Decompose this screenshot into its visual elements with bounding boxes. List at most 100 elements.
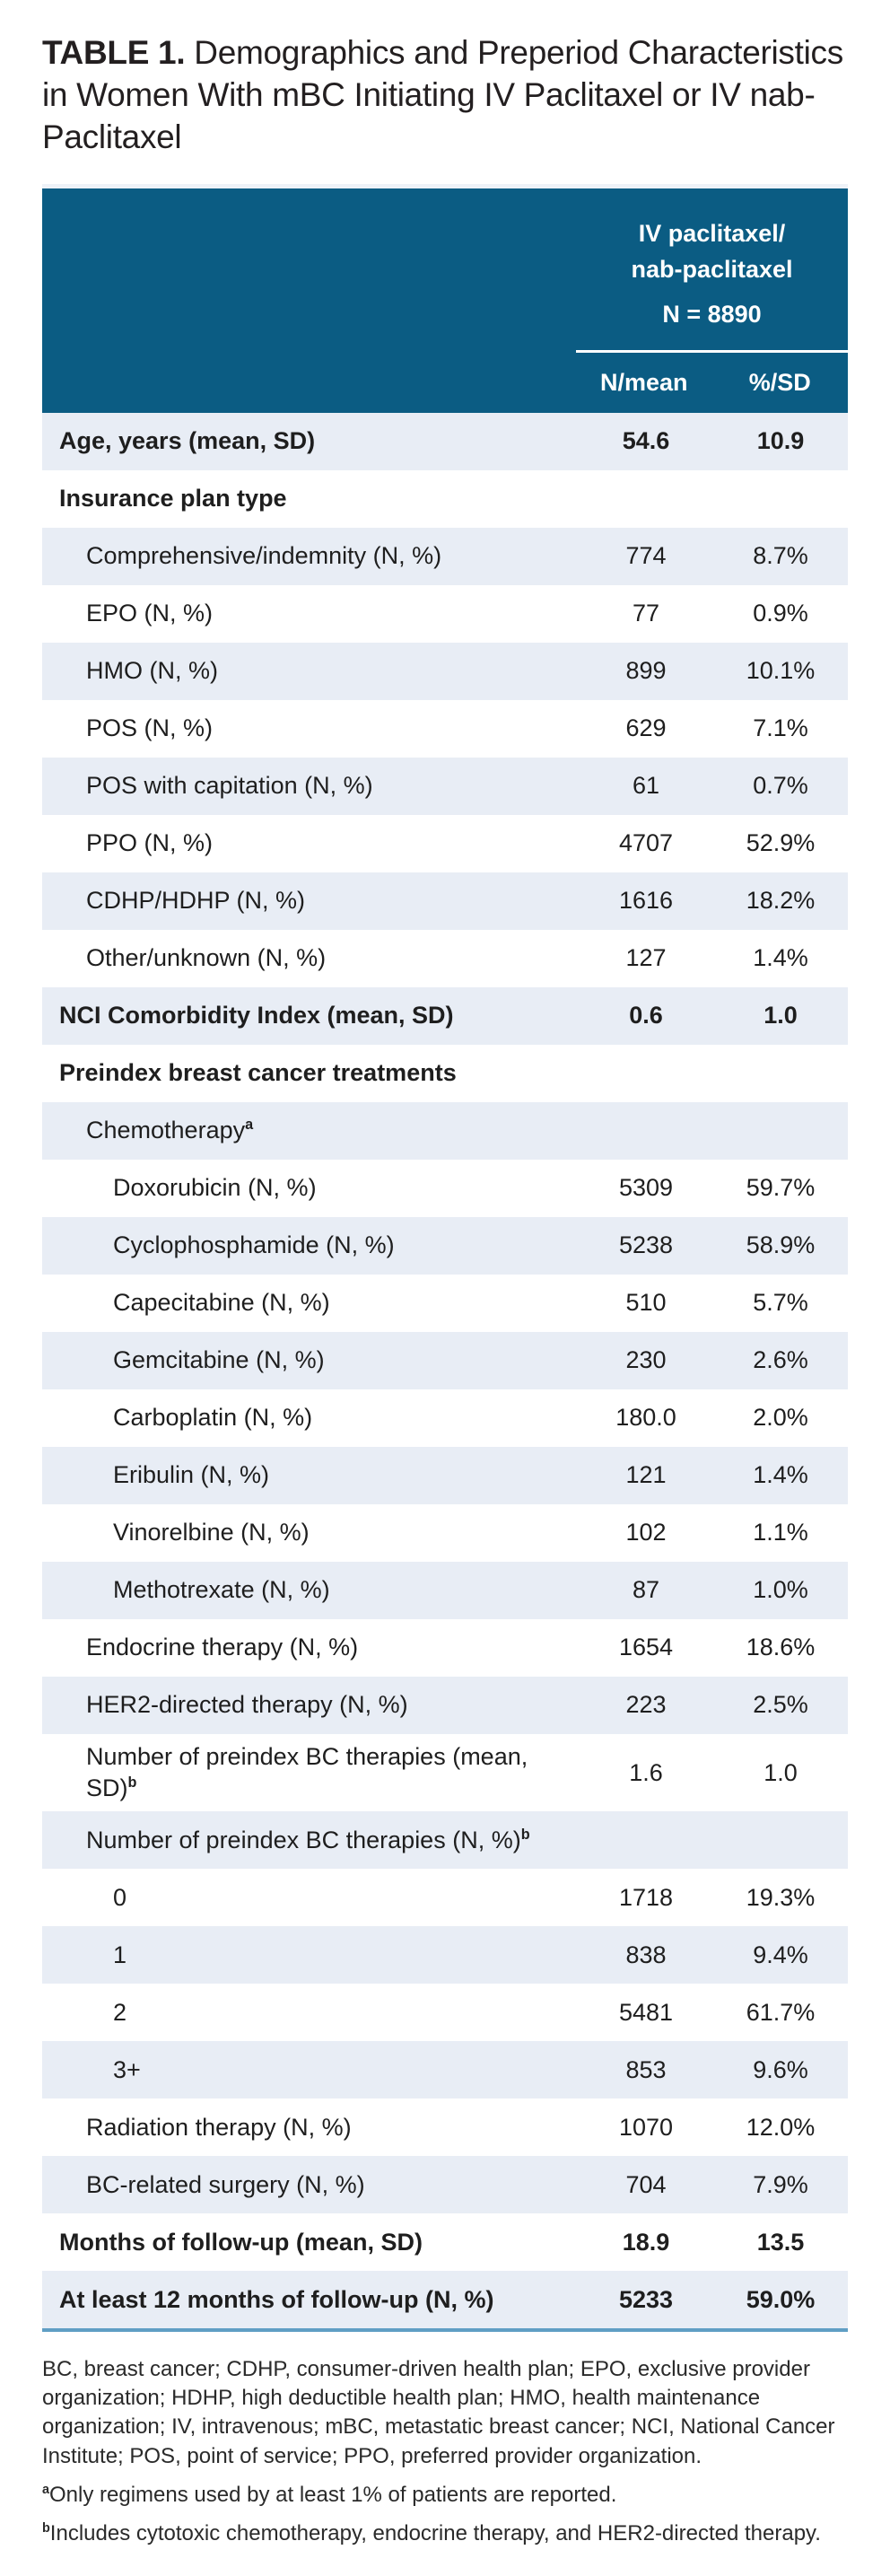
row-label: Cyclophosphamide (N, %) [113,1231,395,1259]
row-value-pctsd: 13.5 [756,2228,805,2256]
row-label: Gemcitabine (N, %) [113,1346,325,1374]
row-value-pctsd: 1.4% [753,944,808,972]
table-header: IV paclitaxel/ nab-paclitaxel N = 8890 N… [42,183,848,413]
row-label: CDHP/HDHP (N, %) [86,887,306,915]
row-value-pctsd: 52.9% [746,829,816,857]
row-value-nmean: 5233 [618,2285,674,2313]
table-title-text: Demographics and Preperiod Characteristi… [42,34,843,155]
table-row: Doxorubicin (N, %) 5309 59.7% [42,1159,848,1217]
row-label: Months of follow-up (mean, SD) [59,2228,423,2256]
table-row: 0 1718 19.3% [42,1869,848,1927]
table-row: 1 838 9.4% [42,1926,848,1985]
table-row: BC-related surgery (N, %) 704 7.9% [42,2156,848,2214]
row-value-pctsd: 59.0% [746,2285,816,2313]
row-label: Carboplatin (N, %) [113,1404,313,1432]
row-label: At least 12 months of follow-up (N, %) [59,2285,494,2313]
table-row: HMO (N, %) 899 10.1% [42,642,848,700]
row-value-nmean: 102 [625,1519,667,1546]
row-value-pctsd: 58.9% [746,1231,816,1259]
row-value-pctsd: 2.6% [753,1346,808,1374]
row-value-nmean: 899 [625,657,667,685]
table-row: POS with capitation (N, %) 61 0.7% [42,757,848,815]
table-row: Carboplatin (N, %) 180.0 2.0% [42,1389,848,1447]
table-row: Eribulin (N, %) 121 1.4% [42,1446,848,1504]
row-value-pctsd: 0.9% [753,600,808,627]
table-row: Radiation therapy (N, %) 1070 12.0% [42,2098,848,2157]
row-value-pctsd: 19.3% [746,1883,816,1911]
row-value-nmean: 54.6 [622,427,670,455]
table-row: POS (N, %) 629 7.1% [42,699,848,758]
row-label: HMO (N, %) [86,657,218,685]
row-value-pctsd: 1.1% [753,1519,808,1546]
table-row: Gemcitabine (N, %) 230 2.6% [42,1331,848,1389]
table-row: Preindex breast cancer treatments [42,1044,848,1102]
row-label: 2 [113,1998,127,2026]
demographics-table: IV paclitaxel/ nab-paclitaxel N = 8890 N… [42,183,848,2333]
row-value-pctsd: 12.0% [746,2113,816,2141]
footnotes: BC, breast cancer; CDHP, consumer-driven… [42,2355,848,2548]
table-row: PPO (N, %) 4707 52.9% [42,814,848,872]
table-row: Number of preindex BC therapies (N, %)b [42,1811,848,1870]
row-value-pctsd: 61.7% [746,1998,816,2026]
group-label-line1: IV paclitaxel/ [638,219,786,247]
row-value-pctsd: 10.9 [756,427,805,455]
row-label: Vinorelbine (N, %) [113,1519,310,1546]
table-row: Other/unknown (N, %) 127 1.4% [42,929,848,987]
row-value-nmean: 1070 [618,2113,674,2141]
table-row: Capecitabine (N, %) 510 5.7% [42,1274,848,1332]
row-label: Chemotherapya [86,1117,254,1144]
row-label: Endocrine therapy (N, %) [86,1634,359,1661]
table-row: Months of follow-up (mean, SD) 18.9 13.5 [42,2213,848,2272]
row-label: Other/unknown (N, %) [86,944,327,972]
row-label: HER2-directed therapy (N, %) [86,1691,408,1719]
table-row: EPO (N, %) 77 0.9% [42,584,848,643]
treatment-group-label: IV paclitaxel/ nab-paclitaxel [576,215,848,288]
row-value-pctsd: 7.9% [753,2170,808,2198]
row-label: Age, years (mean, SD) [59,427,316,455]
row-value-nmean: 1654 [618,1634,674,1661]
row-value-pctsd: 8.7% [753,542,808,570]
row-label: Number of preindex BC therapies (mean, S… [86,1742,528,1802]
table-row: Chemotherapya [42,1101,848,1160]
page-title: TABLE 1. Demographics and Preperiod Char… [42,32,848,159]
cohort-size-label: N = 8890 [662,300,762,328]
table-row: Cyclophosphamide (N, %) 5238 58.9% [42,1216,848,1275]
row-value-pctsd: 18.6% [746,1634,816,1661]
table-row: 3+ 853 9.6% [42,2041,848,2099]
row-value-nmean: 1718 [618,1883,674,1911]
row-value-pctsd: 5.7% [753,1289,808,1317]
column-header-pctsd: %/SD [748,368,811,396]
table-number-label: TABLE 1. [42,34,186,71]
table-row: CDHP/HDHP (N, %) 1616 18.2% [42,872,848,930]
table-row: 2 5481 61.7% [42,1984,848,2042]
row-label-superscript: b [127,1774,137,1792]
row-value-nmean: 77 [632,600,660,627]
row-value-nmean: 5238 [618,1231,674,1259]
row-value-nmean: 1616 [618,887,674,915]
row-value-pctsd: 9.6% [753,2055,808,2083]
row-label: PPO (N, %) [86,829,214,857]
row-value-pctsd: 0.7% [753,772,808,800]
table-row: At least 12 months of follow-up (N, %) 52… [42,2271,848,2329]
footnote-a-text: Only regimens used by at least 1% of pat… [49,2482,617,2507]
table-row: NCI Comorbidity Index (mean, SD) 0.6 1.0 [42,986,848,1045]
row-value-nmean: 0.6 [629,1002,663,1030]
row-value-nmean: 1.6 [629,1758,663,1786]
row-value-pctsd: 10.1% [746,657,816,685]
row-value-nmean: 180.0 [615,1404,676,1432]
row-label: Eribulin (N, %) [113,1461,270,1489]
row-label: Insurance plan type [59,485,287,513]
row-value-nmean: 853 [625,2055,667,2083]
footnote-a: aOnly regimens used by at least 1% of pa… [42,2481,848,2510]
row-label-superscript: b [520,1826,530,1843]
row-value-nmean: 704 [625,2170,667,2198]
row-label: 1 [113,1941,127,1968]
row-label: 0 [113,1883,127,1911]
row-value-pctsd: 9.4% [753,1941,808,1968]
row-value-nmean: 5309 [618,1174,674,1202]
row-label: NCI Comorbidity Index (mean, SD) [59,1002,454,1030]
row-value-pctsd: 7.1% [753,714,808,742]
row-label: Doxorubicin (N, %) [113,1174,317,1202]
table-row: Vinorelbine (N, %) 102 1.1% [42,1503,848,1562]
